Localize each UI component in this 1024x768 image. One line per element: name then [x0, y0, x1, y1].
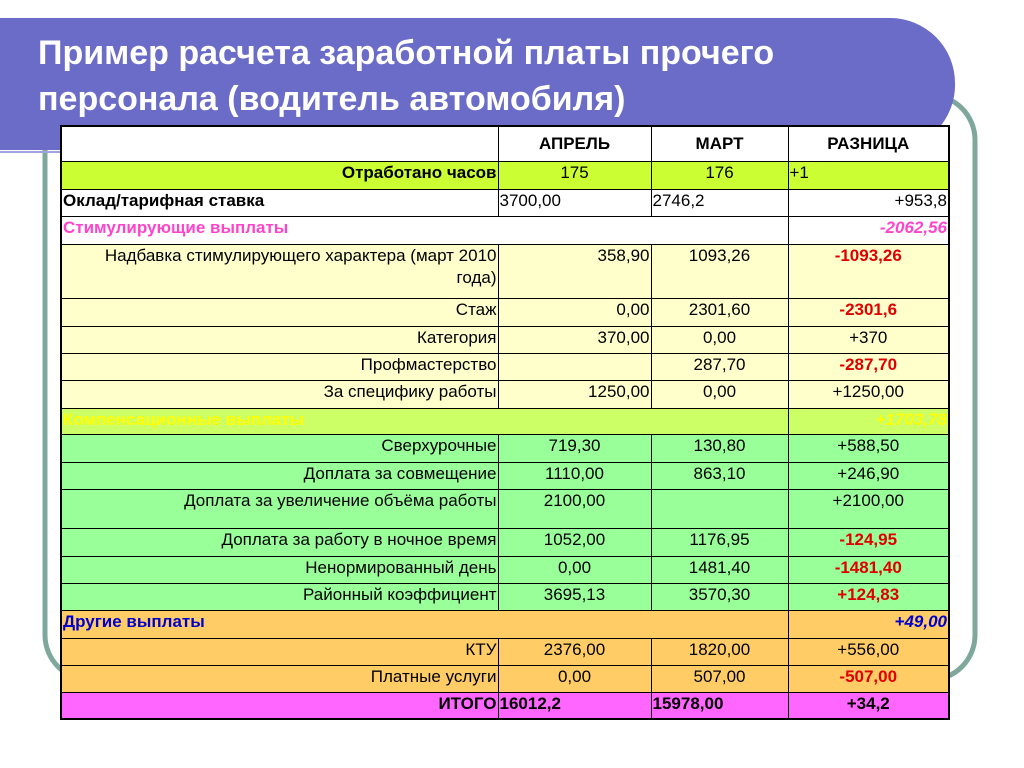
table-row: Стаж 0,00 2301,60 -2301,6 [60, 297, 950, 327]
diff-cell: +49,00 [787, 609, 950, 639]
value-cell: 2746,2 [650, 188, 789, 217]
table-row: Оклад/тарифная ставка 3700,00 2746,2 +953,8 [60, 188, 950, 217]
value-cell: 1052,00 [497, 527, 652, 557]
table-row: Категория 370,00 0,00 +370 [60, 325, 950, 354]
row-label: Профмастерство [60, 352, 499, 381]
value-cell: 0,00 [497, 664, 652, 693]
table-row: КТУ 2376,00 1820,00 +556,00 [60, 637, 950, 666]
value-cell: 0,00 [497, 555, 652, 584]
table-row: Другие выплаты +49,00 [60, 609, 950, 639]
table-row: Доплата за увеличение объёма работы 2100,… [60, 488, 950, 529]
row-label: Платные услуги [60, 664, 499, 693]
header-cell: АПРЕЛЬ [497, 125, 652, 162]
table-row: ИТОГО 16012,2 15978,00 +34,2 [60, 691, 950, 720]
header-cell: РАЗНИЦА [787, 125, 950, 162]
row-label: ИТОГО [60, 691, 499, 720]
row-label: Категория [60, 325, 499, 354]
value-cell [497, 352, 652, 381]
value-cell [650, 488, 789, 529]
value-cell: 1176,95 [650, 527, 789, 557]
value-cell: 507,00 [650, 664, 789, 693]
row-label: Компенсационные выплаты [60, 407, 789, 435]
table-row: Надбавка стимулирующего характера (март … [60, 243, 950, 299]
diff-cell: -1093,26 [787, 243, 950, 299]
value-cell: 3700,00 [497, 188, 652, 217]
row-label: Надбавка стимулирующего характера (март … [60, 243, 499, 299]
table-row: Профмастерство 287,70 -287,70 [60, 352, 950, 381]
value-cell: 2376,00 [497, 637, 652, 666]
value-cell: 3695,13 [497, 582, 652, 611]
row-label: Доплата за увеличение объёма работы [60, 488, 499, 529]
value-cell: 1481,40 [650, 555, 789, 584]
salary-table: АПРЕЛЬ МАРТ РАЗНИЦА Отработано часов 175 176 +… [60, 125, 950, 720]
value-cell: 0,00 [497, 297, 652, 327]
table-row: Ненормированный день 0,00 1481,40 -1481,40 [60, 555, 950, 584]
diff-cell: -2301,6 [787, 297, 950, 327]
table-row: Сверхурочные 719,30 130,80 +588,50 [60, 433, 950, 463]
diff-cell: -1481,40 [787, 555, 950, 584]
diff-cell: -2062,56 [787, 215, 950, 245]
row-label: Отработано часов [60, 160, 499, 190]
diff-cell: +953,8 [787, 188, 950, 217]
value-cell: 15978,00 [650, 691, 789, 720]
diff-cell: -507,00 [787, 664, 950, 693]
value-cell: 2100,00 [497, 488, 652, 529]
header-cell: МАРТ [650, 125, 789, 162]
title-banner [0, 18, 956, 151]
row-label: Районный коэффициент [60, 582, 499, 611]
table-row: Доплата за совмещение 1110,00 863,10 +246,9… [60, 461, 950, 490]
row-label: Стаж [60, 297, 499, 327]
row-label: Другие выплаты [60, 609, 789, 639]
value-cell: 0,00 [650, 379, 789, 409]
row-label: КТУ [60, 637, 499, 666]
table-row: Стимулирующие выплаты -2062,56 [60, 215, 950, 245]
header-row: АПРЕЛЬ МАРТ РАЗНИЦА [60, 125, 950, 162]
diff-cell: -124,95 [787, 527, 950, 557]
value-cell: 1820,00 [650, 637, 789, 666]
value-cell: 0,00 [650, 325, 789, 354]
value-cell: 2301,60 [650, 297, 789, 327]
diff-cell: +556,00 [787, 637, 950, 666]
diff-cell: +370 [787, 325, 950, 354]
header-cell [60, 125, 499, 162]
title: Пример расчета заработной платы прочего … [38, 34, 775, 118]
diff-cell: -287,70 [787, 352, 950, 381]
table-row: За специфику работы 1250,00 0,00 +1250,00 [60, 379, 950, 409]
value-cell: 16012,2 [497, 691, 652, 720]
table-row: Платные услуги 0,00 507,00 -507,00 [60, 664, 950, 693]
value-cell: 370,00 [497, 325, 652, 354]
value-cell: 1093,26 [650, 243, 789, 299]
diff-cell: +1 [787, 160, 950, 190]
table-row: Доплата за работу в ночное время 1052,00 1… [60, 527, 950, 557]
row-label: Доплата за работу в ночное время [60, 527, 499, 557]
diff-cell: +2100,00 [787, 488, 950, 529]
table-row: Компенсационные выплаты +1703,78 [60, 407, 950, 435]
value-cell: 175 [497, 160, 652, 190]
value-cell: 3570,30 [650, 582, 789, 611]
table-row: Отработано часов 175 176 +1 [60, 160, 950, 190]
value-cell: 1110,00 [497, 461, 652, 490]
row-label: За специфику работы [60, 379, 499, 409]
value-cell: 1250,00 [497, 379, 652, 409]
row-label: Сверхурочные [60, 433, 499, 463]
value-cell: 863,10 [650, 461, 789, 490]
value-cell: 719,30 [497, 433, 652, 463]
value-cell: 287,70 [650, 352, 789, 381]
row-label: Оклад/тарифная ставка [60, 188, 499, 217]
row-label: Стимулирующие выплаты [60, 215, 789, 245]
row-label: Доплата за совмещение [60, 461, 499, 490]
value-cell: 176 [650, 160, 789, 190]
diff-cell: +124,83 [787, 582, 950, 611]
diff-cell: +246,90 [787, 461, 950, 490]
diff-cell: +588,50 [787, 433, 950, 463]
diff-cell: +34,2 [787, 691, 950, 720]
value-cell: 358,90 [497, 243, 652, 299]
diff-cell: +1703,78 [787, 407, 950, 435]
value-cell: 130,80 [650, 433, 789, 463]
diff-cell: +1250,00 [787, 379, 950, 409]
table-row: Районный коэффициент 3695,13 3570,30 +124,8… [60, 582, 950, 611]
row-label: Ненормированный день [60, 555, 499, 584]
